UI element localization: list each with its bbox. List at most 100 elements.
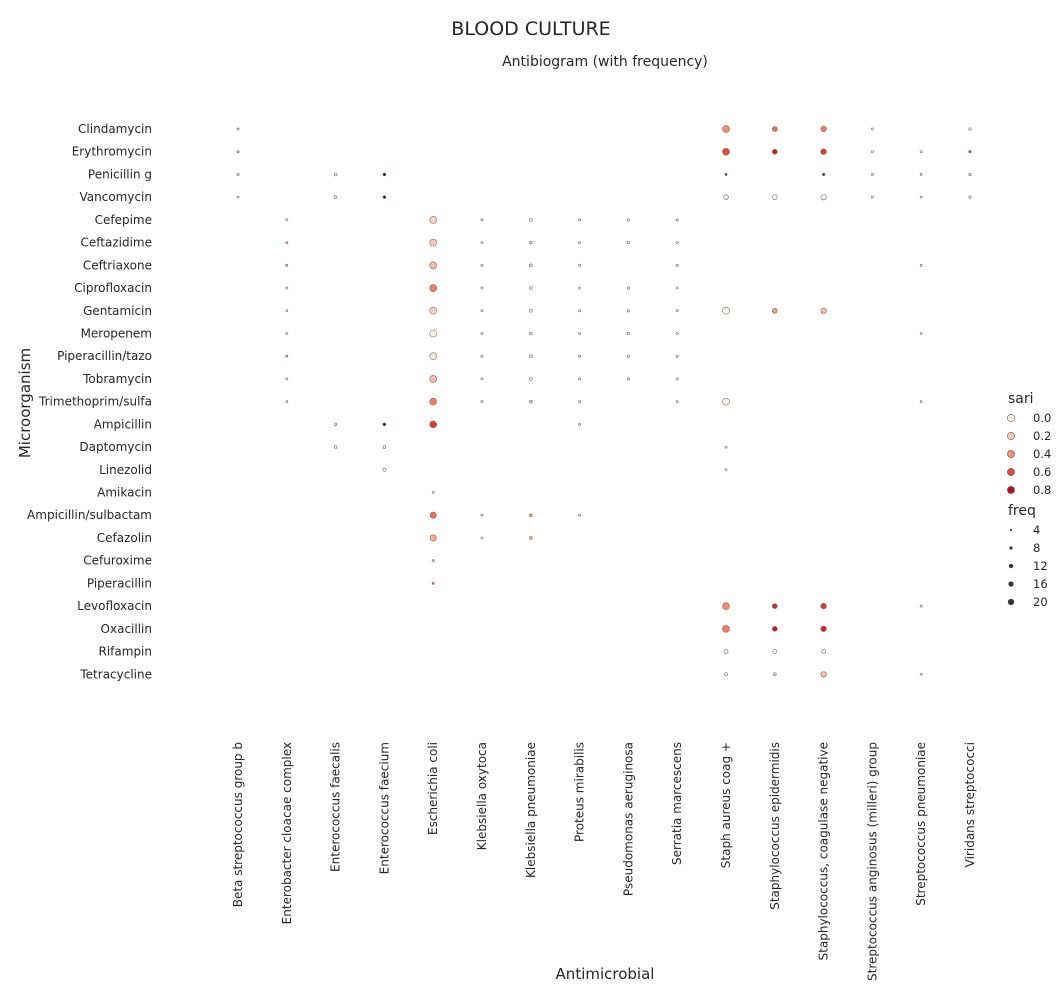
- legend-color-label: 0.4: [1033, 447, 1051, 461]
- data-point: [772, 126, 778, 132]
- data-point: [968, 150, 972, 154]
- data-point: [578, 422, 581, 426]
- x-tick-label: Klebsiella oxytoca: [475, 742, 489, 850]
- legend-size-swatch: [1008, 563, 1014, 569]
- data-point: [429, 261, 437, 270]
- data-point: [723, 194, 729, 200]
- data-point: [772, 194, 778, 200]
- data-point: [675, 241, 679, 244]
- data-point: [968, 127, 972, 131]
- data-point: [333, 172, 338, 177]
- data-point: [772, 603, 778, 609]
- data-point: [429, 534, 437, 542]
- data-point: [626, 331, 630, 336]
- y-tick-label: Clindamycin: [78, 122, 152, 136]
- x-tick-label: Streptococcus pneumoniae: [914, 742, 928, 906]
- data-point: [429, 397, 437, 406]
- legend-size-swatch: [1009, 546, 1013, 550]
- data-point: [675, 400, 679, 404]
- data-point: [529, 309, 533, 313]
- legend-color-title: sari: [1008, 391, 1034, 407]
- legend-size-swatch: [1009, 528, 1013, 532]
- y-tick-label: Levofloxacin: [77, 599, 152, 613]
- data-point: [429, 511, 437, 519]
- y-tick-label: Cefazolin: [97, 531, 152, 545]
- data-point: [431, 559, 435, 563]
- y-tick-label: Tetracycline: [79, 667, 152, 681]
- y-tick-label: Piperacillin/tazo: [57, 349, 152, 363]
- data-point: [431, 491, 435, 494]
- legend-color-swatch: [1007, 432, 1015, 440]
- data-point: [285, 377, 289, 381]
- y-tick-label: Cefepime: [95, 213, 152, 227]
- data-point: [429, 306, 437, 315]
- data-point: [480, 513, 484, 517]
- data-point: [675, 377, 679, 381]
- data-point: [722, 306, 730, 315]
- data-point: [529, 331, 533, 336]
- y-tick-label: Linezolid: [99, 463, 152, 477]
- data-point: [675, 309, 679, 313]
- data-point: [285, 286, 289, 290]
- data-point: [480, 400, 484, 404]
- x-tick-label: Staphylococcus epidermidis: [768, 742, 782, 910]
- data-point: [675, 286, 679, 290]
- x-tick-label: Enterococcus faecalis: [329, 742, 343, 872]
- y-axis-label: Microorganism: [16, 348, 34, 458]
- data-point: [968, 195, 972, 199]
- y-tick-label: Ampicillin: [94, 417, 152, 431]
- data-point: [480, 218, 484, 222]
- data-point: [480, 332, 484, 335]
- data-point: [236, 195, 240, 199]
- data-point: [382, 195, 387, 199]
- data-point: [529, 377, 533, 381]
- data-point: [772, 626, 778, 632]
- data-point: [820, 625, 827, 632]
- data-point: [626, 377, 630, 381]
- data-point: [821, 649, 827, 654]
- legend-size-label: 20: [1033, 595, 1048, 609]
- data-point: [285, 263, 289, 267]
- data-point: [578, 354, 581, 358]
- y-tick-label: Penicillin g: [88, 167, 152, 181]
- y-tick-label: Erythromycin: [72, 145, 152, 159]
- data-point: [722, 397, 730, 406]
- data-point: [529, 286, 533, 290]
- data-point: [285, 400, 289, 404]
- data-point: [871, 150, 874, 154]
- data-point: [724, 173, 728, 176]
- x-tick-label: Pseudomonas aeruginosa: [621, 742, 635, 896]
- x-tick-label: Serratia marcescens: [670, 742, 684, 865]
- data-point: [285, 241, 289, 244]
- data-point: [772, 148, 778, 155]
- data-point: [772, 649, 778, 654]
- x-tick-label: Viridans streptococci: [963, 742, 977, 867]
- data-point: [529, 218, 533, 222]
- data-point: [919, 173, 923, 176]
- data-point: [578, 332, 581, 335]
- legend-size-label: 16: [1033, 577, 1048, 591]
- legend-color-swatch: [1007, 486, 1015, 494]
- data-point: [429, 329, 437, 338]
- y-tick-label: Meropenem: [81, 326, 152, 340]
- data-point: [675, 332, 679, 335]
- y-tick-label: Piperacillin: [87, 576, 152, 590]
- x-tick-label: Staphylococcus, coagulase negative: [817, 742, 831, 960]
- data-point: [626, 309, 630, 313]
- data-point: [722, 125, 730, 133]
- data-point: [919, 672, 923, 676]
- data-point: [820, 671, 827, 678]
- legend-size-label: 8: [1033, 541, 1040, 555]
- data-point: [480, 377, 484, 381]
- x-tick-label: Staph aureus coag +: [719, 742, 733, 868]
- data-point: [772, 308, 778, 314]
- data-point: [820, 125, 827, 133]
- data-point: [480, 536, 484, 540]
- y-tick-label: Tobramycin: [82, 372, 152, 386]
- data-point: [675, 263, 679, 267]
- y-tick-label: Daptomycin: [79, 440, 152, 454]
- data-point: [333, 422, 338, 427]
- data-point: [724, 445, 728, 449]
- data-point: [480, 241, 484, 244]
- data-point: [480, 286, 484, 290]
